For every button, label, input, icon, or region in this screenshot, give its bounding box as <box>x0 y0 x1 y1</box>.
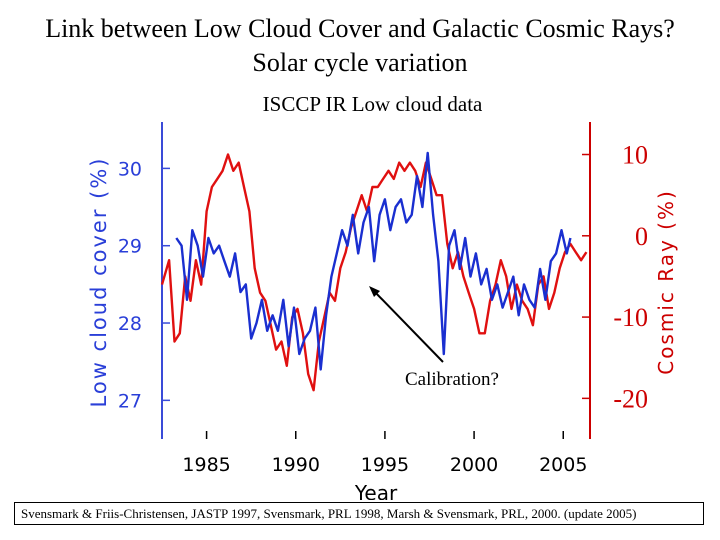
left-tick-label: 28 <box>118 313 142 335</box>
left-axis-title: Low cloud cover (%) <box>87 157 111 408</box>
x-tick-label: 1995 <box>361 454 409 476</box>
left-tick-label: 30 <box>118 158 142 180</box>
series-layer <box>160 151 588 392</box>
slide-title: Link between Low Cloud Cover and Galacti… <box>0 12 720 80</box>
x-tick-label: 1985 <box>182 454 230 476</box>
annotation-arrow <box>372 289 444 363</box>
left-y-axis: 27 28 29 30 <box>118 158 170 412</box>
right-y-axis: 10 0 -10 -20 <box>582 141 648 413</box>
left-tick-label: 27 <box>118 390 142 412</box>
title-line-2: Solar cycle variation <box>252 48 468 77</box>
x-axis: 1985 1990 1995 2000 2005 <box>182 431 587 476</box>
title-line-1: Link between Low Cloud Cover and Galacti… <box>45 14 675 43</box>
annotation-arrowhead <box>369 286 380 297</box>
plot-area <box>162 122 590 439</box>
x-axis-title: Year <box>354 481 398 500</box>
x-tick-label: 1990 <box>272 454 320 476</box>
x-tick-label: 2000 <box>450 454 498 476</box>
x-tick-label: 2005 <box>539 454 587 476</box>
right-tick-label: -10 <box>613 303 648 332</box>
left-tick-label: 29 <box>118 236 142 258</box>
right-axis-title: Cosmic Ray (%) <box>654 189 678 375</box>
low-cloud-cover-line <box>175 151 572 371</box>
chart-title: ISCCP IR Low cloud data <box>262 92 483 116</box>
reference-citation: Svensmark & Friis-Christensen, JASTP 199… <box>14 502 704 525</box>
right-tick-label: 10 <box>622 141 648 170</box>
right-tick-label: 0 <box>635 222 648 251</box>
annotation-label: Calibration? <box>405 369 499 390</box>
right-tick-label: -20 <box>613 384 648 413</box>
